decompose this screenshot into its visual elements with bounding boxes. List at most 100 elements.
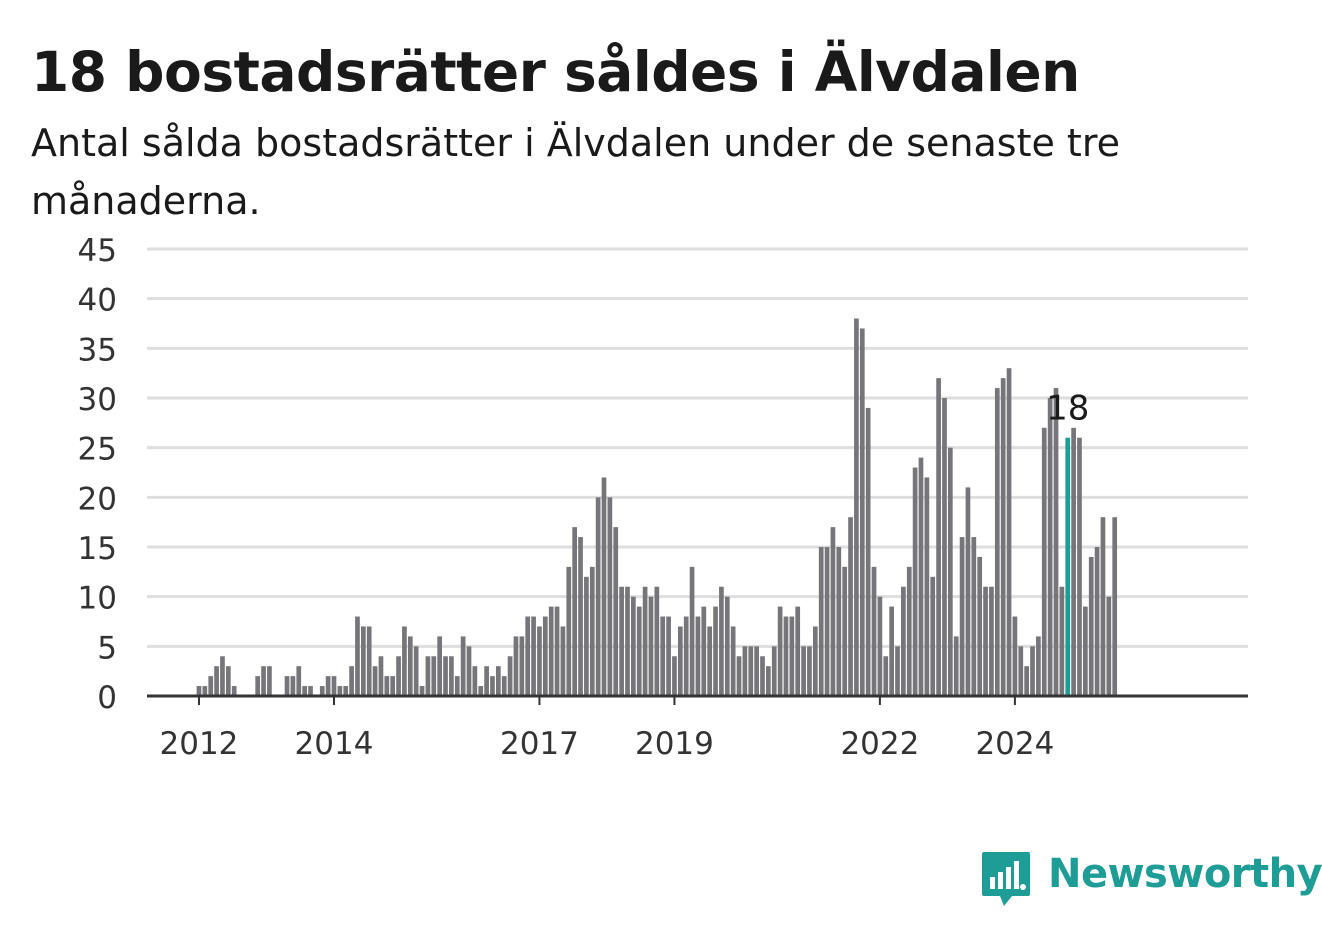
bar	[906, 566, 912, 696]
bar	[1024, 666, 1029, 696]
bar	[566, 566, 572, 696]
bar	[1041, 427, 1047, 696]
bar	[783, 616, 789, 696]
bar	[460, 636, 466, 696]
y-tick-label: 30	[78, 382, 117, 418]
bar	[490, 676, 495, 696]
bar	[1059, 586, 1065, 696]
bar	[267, 666, 272, 696]
y-tick-label: 5	[97, 630, 117, 666]
bar	[1000, 378, 1006, 696]
highlight-value-label: 18	[1046, 389, 1089, 429]
bar	[601, 477, 607, 696]
bar	[672, 656, 677, 696]
bar	[842, 566, 848, 696]
bar	[396, 656, 401, 696]
bar	[372, 666, 378, 696]
bar	[1036, 636, 1041, 696]
bar	[836, 547, 842, 696]
bar	[454, 676, 460, 696]
bar	[654, 586, 660, 696]
bar	[360, 626, 366, 696]
bar	[1088, 556, 1094, 696]
bar	[807, 646, 812, 696]
bar	[930, 576, 936, 696]
bar	[472, 666, 478, 696]
bar	[877, 596, 883, 696]
bar	[337, 686, 343, 696]
bar	[901, 586, 906, 696]
bar	[343, 686, 349, 696]
bar	[255, 676, 261, 696]
y-tick-label: 10	[78, 581, 117, 617]
bar	[619, 586, 624, 696]
bar	[578, 537, 583, 696]
bar	[1018, 646, 1024, 696]
y-tick-label: 25	[78, 432, 117, 468]
x-axis-ticks: 2012 2014 2017 2019 2022 2024	[160, 696, 1054, 762]
bar	[889, 606, 894, 696]
bar	[225, 666, 231, 696]
x-tick-label: 2022	[840, 726, 919, 762]
bar	[214, 666, 219, 696]
bar	[513, 636, 519, 696]
bar	[666, 616, 671, 696]
bars	[196, 318, 1118, 696]
bar	[1077, 437, 1082, 696]
bar	[449, 656, 454, 696]
bar	[484, 666, 489, 696]
bar	[1047, 398, 1053, 696]
bar	[507, 656, 513, 696]
bar	[989, 586, 994, 696]
bar	[760, 656, 765, 696]
bar	[695, 616, 701, 696]
bar	[496, 666, 501, 696]
bar	[196, 686, 202, 696]
bar	[883, 656, 889, 696]
bar	[736, 656, 742, 696]
bar	[378, 656, 384, 696]
bar	[689, 566, 695, 696]
bar	[748, 646, 754, 696]
bar	[407, 636, 413, 696]
bar	[1053, 388, 1059, 696]
bar	[631, 596, 636, 696]
bar	[625, 586, 630, 696]
bar	[812, 626, 818, 696]
y-tick-label: 0	[97, 680, 117, 716]
x-tick-label: 2017	[500, 726, 579, 762]
bar	[1030, 646, 1035, 696]
bar	[683, 616, 689, 696]
bar	[953, 636, 959, 696]
bar	[1112, 517, 1118, 696]
bar	[730, 626, 736, 696]
bar	[918, 457, 924, 696]
bar	[589, 566, 595, 696]
bar	[290, 676, 296, 696]
bar	[1006, 368, 1012, 696]
x-tick-label: 2014	[295, 726, 374, 762]
bar	[1106, 596, 1112, 696]
bar	[202, 686, 208, 696]
bar	[542, 616, 548, 696]
bar	[431, 656, 437, 696]
bar	[525, 616, 531, 696]
bar-highlight	[1065, 437, 1071, 696]
bar	[859, 328, 865, 696]
bar	[642, 586, 648, 696]
bar	[854, 318, 859, 696]
bar	[754, 646, 759, 696]
bar	[425, 656, 431, 696]
bar	[795, 606, 801, 696]
y-tick-label: 45	[78, 233, 117, 269]
bar	[713, 606, 718, 696]
bar	[677, 626, 683, 696]
bar	[824, 547, 830, 696]
bar	[777, 606, 783, 696]
bar	[942, 398, 947, 696]
bar	[936, 378, 941, 696]
bar	[531, 616, 536, 696]
y-tick-label: 15	[78, 531, 117, 567]
bar	[284, 676, 290, 696]
